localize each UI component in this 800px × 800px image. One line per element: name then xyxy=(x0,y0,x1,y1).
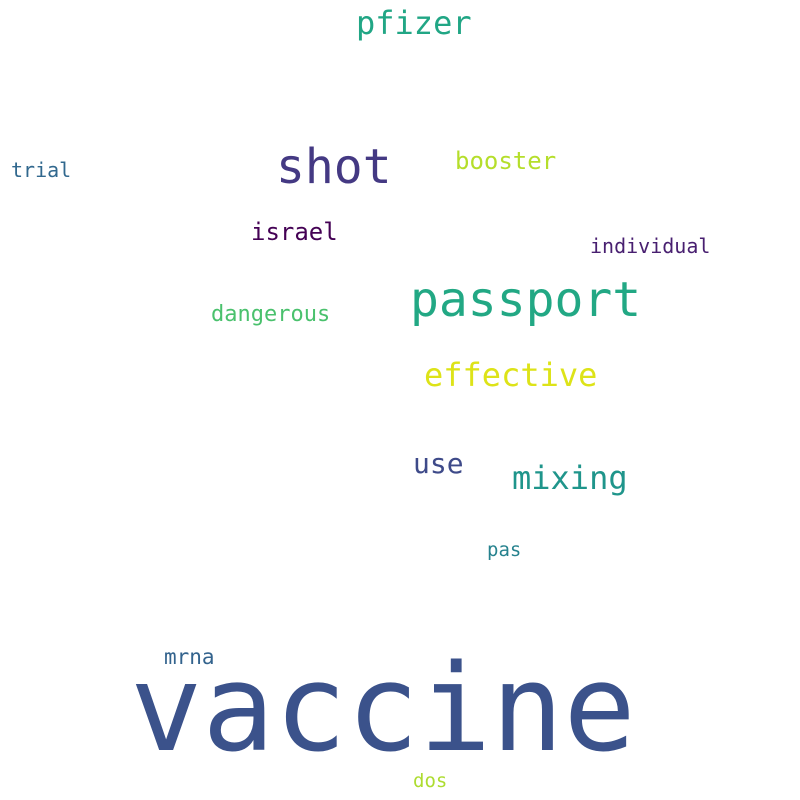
word-pas: pas xyxy=(487,539,522,561)
word-dangerous: dangerous xyxy=(211,302,331,327)
word-effective: effective xyxy=(424,356,598,394)
word-booster: booster xyxy=(455,147,557,175)
word-passport: passport xyxy=(410,272,642,328)
word-individual: individual xyxy=(590,234,711,258)
word-pfizer: pfizer xyxy=(356,4,472,42)
word-vaccine: vaccine xyxy=(130,640,636,779)
word-dos: dos xyxy=(413,770,448,792)
word-shot: shot xyxy=(276,139,392,195)
word-mixing: mixing xyxy=(512,459,628,497)
word-mrna: mrna xyxy=(164,645,215,669)
word-trial: trial xyxy=(11,158,72,182)
word-israel: israel xyxy=(251,218,338,246)
word-use: use xyxy=(413,447,464,480)
